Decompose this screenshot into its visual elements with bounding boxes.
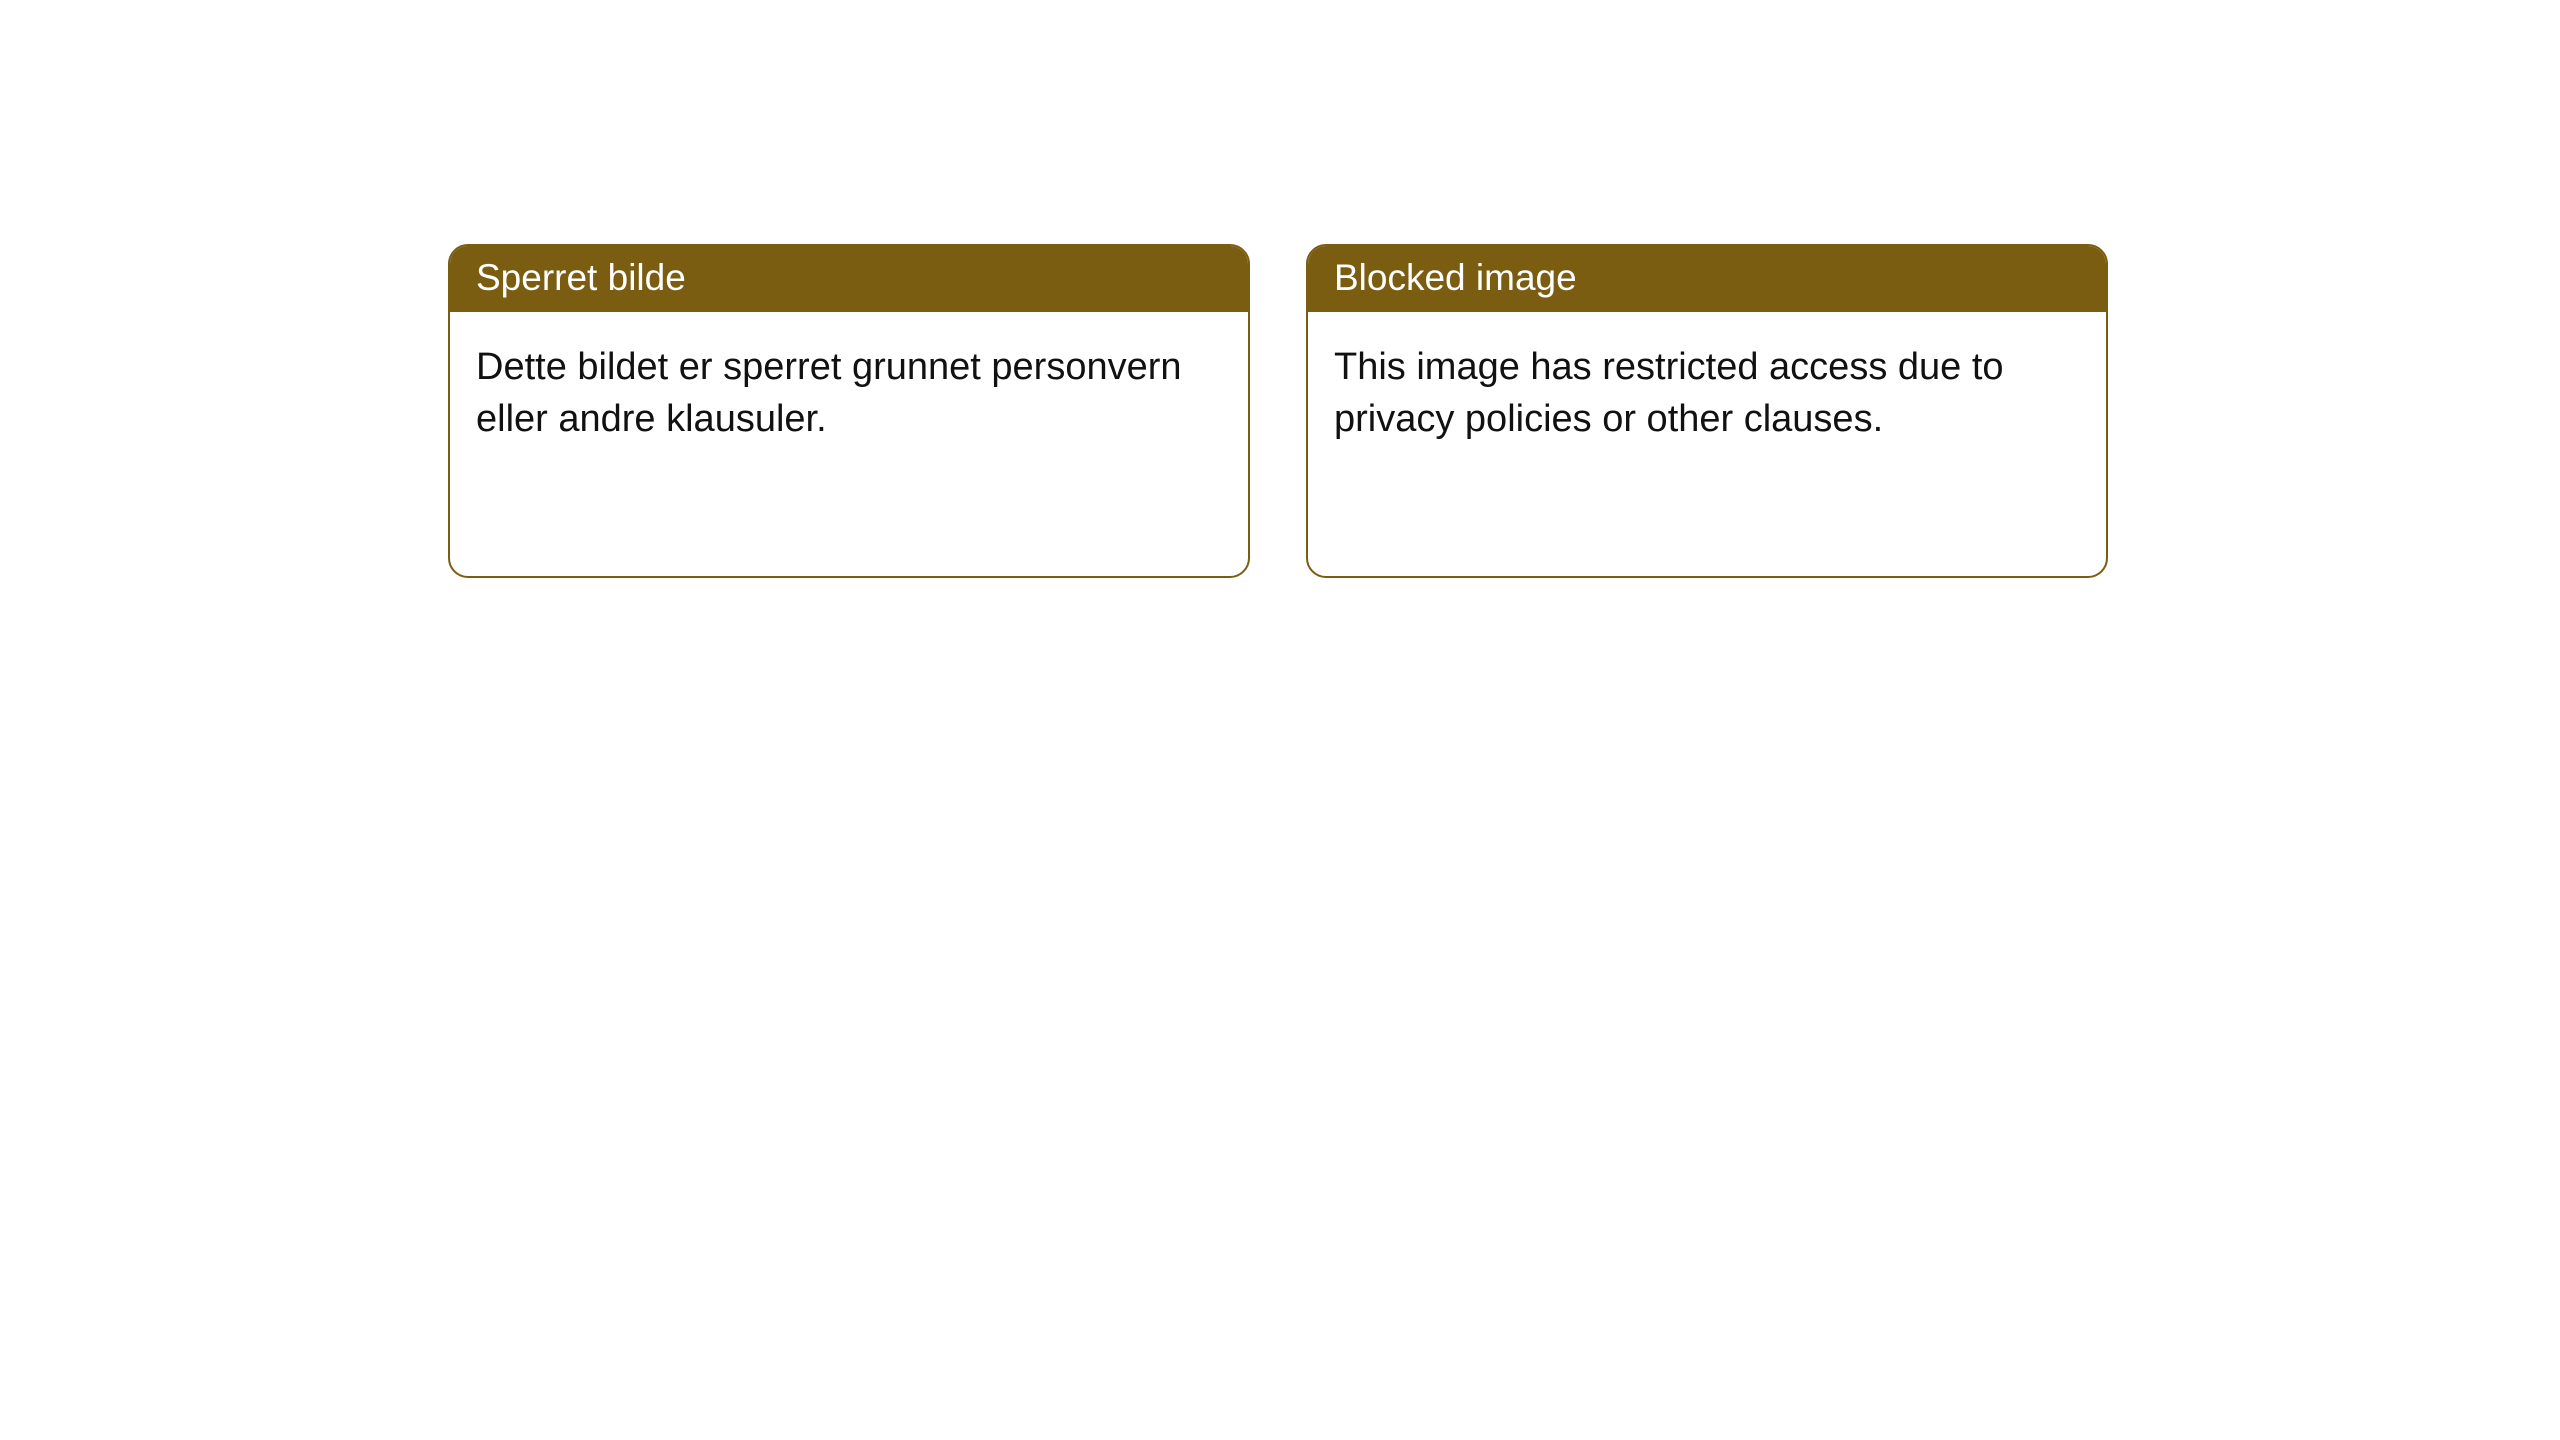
card-body-text: This image has restricted access due to … xyxy=(1334,346,2004,440)
blocked-image-card-en: Blocked image This image has restricted … xyxy=(1306,244,2108,578)
card-body: This image has restricted access due to … xyxy=(1308,312,2106,475)
card-body-text: Dette bildet er sperret grunnet personve… xyxy=(476,346,1182,440)
card-header: Sperret bilde xyxy=(450,246,1248,312)
card-title: Sperret bilde xyxy=(476,257,686,298)
card-body: Dette bildet er sperret grunnet personve… xyxy=(450,312,1248,475)
card-header: Blocked image xyxy=(1308,246,2106,312)
cards-container: Sperret bilde Dette bildet er sperret gr… xyxy=(0,0,2560,578)
blocked-image-card-no: Sperret bilde Dette bildet er sperret gr… xyxy=(448,244,1250,578)
card-title: Blocked image xyxy=(1334,257,1577,298)
